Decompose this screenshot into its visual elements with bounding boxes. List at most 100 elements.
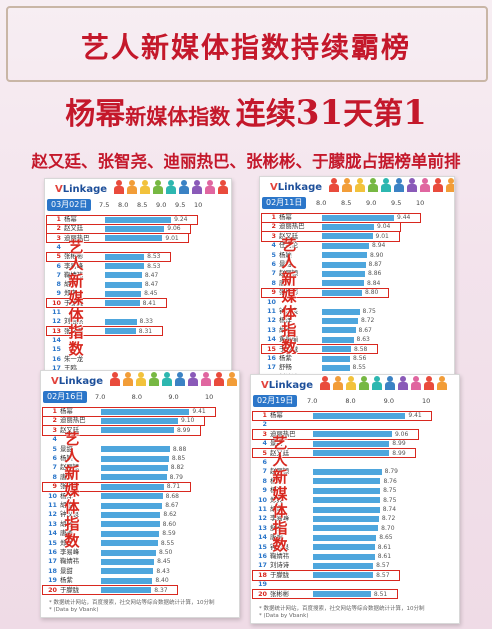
rank-number: 10 bbox=[52, 298, 61, 307]
table-row: 20 于朦胧 8.37 bbox=[41, 586, 239, 595]
score-value: 8.68 bbox=[165, 492, 179, 500]
score-bar bbox=[322, 308, 360, 315]
score-value: 8.94 bbox=[372, 242, 386, 250]
artist-name: 李易峰 bbox=[60, 548, 80, 556]
artist-name: 杨颖 bbox=[270, 476, 283, 485]
artist-name: 李易峰 bbox=[270, 514, 290, 523]
rank-number: 13 bbox=[52, 326, 61, 335]
person-head bbox=[439, 376, 445, 382]
table-row: 16 李易峰 8.50 bbox=[41, 548, 239, 557]
person-head bbox=[361, 376, 367, 382]
table-row: 5 景甜 8.88 bbox=[41, 445, 239, 454]
person-head bbox=[129, 180, 135, 186]
person-body bbox=[188, 378, 198, 386]
brand-text: Linkage bbox=[58, 376, 104, 387]
score-bar bbox=[105, 235, 163, 242]
score-bar bbox=[313, 562, 374, 569]
person-body bbox=[227, 378, 237, 386]
rank-number: 14 bbox=[258, 533, 267, 542]
table-row: 7 赵丽颖 8.79 bbox=[251, 467, 459, 476]
artist-name: 景甜 bbox=[60, 566, 73, 575]
table-row: 3 赵又廷 8.99 bbox=[41, 426, 239, 435]
highlight-box bbox=[252, 589, 398, 600]
artist-name: 迪丽热巴 bbox=[64, 233, 90, 242]
person-body bbox=[394, 184, 404, 192]
table-row: 15 于朦胧 8.58 bbox=[260, 345, 454, 354]
score-bar bbox=[313, 515, 379, 522]
person-body bbox=[175, 378, 185, 386]
banner-char: 数 bbox=[64, 532, 80, 550]
score-value: 8.45 bbox=[144, 290, 158, 298]
person-icon bbox=[122, 372, 134, 386]
score-value: 9.04 bbox=[377, 223, 391, 231]
artist-name: 赵又廷 bbox=[60, 425, 80, 434]
score-bar bbox=[101, 502, 163, 509]
rank-number: 1 bbox=[52, 407, 57, 415]
person-head bbox=[357, 178, 363, 184]
person-head bbox=[138, 372, 144, 378]
person-icon bbox=[380, 178, 392, 192]
artist-name: 于朦胧 bbox=[60, 585, 80, 594]
person-head bbox=[190, 372, 196, 378]
banner-char: 体 bbox=[68, 306, 84, 324]
table-row: 4 bbox=[41, 435, 239, 444]
score-bar bbox=[313, 412, 406, 419]
card-footer: * 数据统计网站，百度搜索，社交网站等综合数据统计计算，10分制 * (Data … bbox=[259, 606, 425, 620]
person-body bbox=[342, 184, 352, 192]
score-bar bbox=[322, 355, 350, 362]
score-value: 8.57 bbox=[376, 571, 390, 579]
person-head bbox=[177, 372, 183, 378]
table-row: 4 任嘉伦 8.94 bbox=[260, 241, 454, 250]
score-bar bbox=[105, 328, 136, 335]
score-bar bbox=[101, 530, 160, 537]
artist-name: 唐嫣 bbox=[270, 533, 283, 542]
score-value: 8.84 bbox=[367, 279, 381, 287]
score-bar bbox=[313, 506, 380, 513]
axis-tick-label: 7.0 bbox=[307, 397, 318, 405]
score-bar bbox=[105, 300, 140, 307]
table-row: 4 bbox=[45, 243, 231, 252]
table-row: 7 赵丽颖 8.82 bbox=[41, 463, 239, 472]
rank-number: 11 bbox=[52, 308, 61, 316]
artist-name: 杨紫 bbox=[60, 576, 73, 585]
axis-tick-label: 10 bbox=[416, 199, 425, 207]
rank-number: 10 bbox=[48, 491, 57, 500]
rank-number: 10 bbox=[258, 495, 267, 504]
banner-char: 媒 bbox=[68, 289, 84, 307]
artist-name: 于朦胧 bbox=[270, 570, 290, 579]
rank-number: 18 bbox=[48, 566, 57, 575]
vertical-banner: 艺人新媒体指数 bbox=[271, 435, 289, 554]
rank-number: 17 bbox=[52, 363, 61, 372]
person-icon bbox=[126, 180, 138, 194]
axis-tick-label: 9.5 bbox=[391, 199, 402, 207]
table-row: 8 唐嫣 8.79 bbox=[41, 473, 239, 482]
headline-streak: 连续 bbox=[235, 97, 296, 132]
person-body bbox=[329, 184, 339, 192]
artist-name: 迪丽热巴 bbox=[270, 429, 296, 438]
score-value: 8.31 bbox=[138, 327, 153, 335]
table-row: 4 景甜 8.99 bbox=[251, 439, 459, 448]
artist-name: 赵又廷 bbox=[279, 231, 299, 240]
ranking-card: VLinkage 02月11日 8.0 8.5 9.0 9.5 10 1 杨幂 9.44 2 迪丽热巴… bbox=[259, 176, 455, 378]
score-value: 8.61 bbox=[377, 543, 392, 551]
banner-char: 媒 bbox=[64, 481, 80, 499]
table-row: 6 bbox=[251, 458, 459, 467]
banner-char: 艺 bbox=[68, 238, 84, 256]
score-bar bbox=[105, 281, 142, 288]
table-row: 9 郑爽 8.45 bbox=[45, 289, 231, 298]
person-head bbox=[151, 372, 157, 378]
rank-number: 17 bbox=[48, 557, 57, 566]
score-bar bbox=[313, 534, 377, 541]
table-row: 9 杨洋 8.75 bbox=[251, 486, 459, 495]
highlight-box bbox=[46, 298, 167, 309]
highlight-box bbox=[252, 570, 401, 581]
score-value: 8.58 bbox=[354, 345, 368, 353]
date-label: 02月11日 bbox=[262, 197, 307, 209]
vertical-banner: 艺人新媒体指数 bbox=[67, 239, 85, 358]
score-bar bbox=[313, 497, 381, 504]
table-row: 12 杨洋 8.72 bbox=[260, 316, 454, 325]
person-icon bbox=[345, 376, 357, 390]
rank-number: 13 bbox=[267, 325, 276, 334]
table-row: 9 张彬彬 8.71 bbox=[41, 482, 239, 491]
person-icon bbox=[410, 376, 422, 390]
